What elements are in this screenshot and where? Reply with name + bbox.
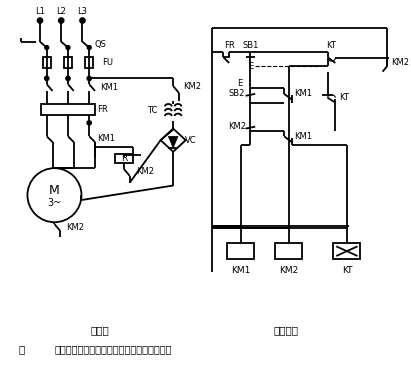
Text: 机床电机能耗制动电气控制线路（时间原则）: 机床电机能耗制动电气控制线路（时间原则）	[55, 345, 172, 354]
Circle shape	[45, 46, 48, 49]
Text: FR: FR	[97, 105, 108, 114]
Circle shape	[87, 76, 91, 80]
Text: 3~: 3~	[47, 198, 62, 208]
Text: SB1: SB1	[242, 41, 259, 50]
Text: 图: 图	[19, 345, 25, 354]
Circle shape	[66, 46, 70, 49]
Circle shape	[87, 121, 91, 125]
Circle shape	[80, 18, 85, 23]
Text: KM2: KM2	[66, 223, 84, 231]
Text: KT: KT	[342, 266, 352, 275]
Polygon shape	[169, 136, 178, 148]
Text: KM1: KM1	[97, 134, 115, 143]
Text: KM1: KM1	[231, 266, 250, 275]
Text: KM1: KM1	[100, 83, 118, 92]
Text: KT: KT	[326, 41, 336, 50]
Text: L3: L3	[77, 7, 88, 16]
Text: SB2: SB2	[228, 89, 245, 98]
Text: L1: L1	[35, 7, 45, 16]
Text: KM2: KM2	[391, 58, 409, 68]
Text: FR: FR	[224, 41, 235, 50]
Circle shape	[66, 76, 70, 80]
Text: KM1: KM1	[294, 89, 312, 98]
Text: QS: QS	[94, 40, 106, 49]
Text: FU: FU	[102, 58, 113, 66]
Circle shape	[88, 46, 91, 49]
Text: VC: VC	[185, 136, 196, 145]
Text: KM2: KM2	[229, 122, 247, 131]
Bar	[275, 243, 302, 259]
Text: KM2: KM2	[279, 266, 299, 275]
Circle shape	[37, 18, 42, 23]
Text: E: E	[238, 79, 242, 88]
Bar	[115, 154, 133, 163]
Circle shape	[59, 18, 64, 23]
Bar	[64, 57, 72, 68]
Circle shape	[45, 76, 48, 80]
Bar	[227, 243, 254, 259]
Text: M: M	[49, 184, 60, 197]
Bar	[43, 57, 51, 68]
Bar	[333, 243, 360, 259]
Bar	[41, 104, 95, 115]
Text: KM2: KM2	[136, 167, 155, 176]
Text: KT: KT	[339, 93, 349, 102]
Text: E: E	[248, 62, 253, 71]
Text: TC: TC	[147, 106, 157, 115]
Text: 控制电路: 控制电路	[274, 325, 298, 335]
Text: KM2: KM2	[183, 82, 201, 91]
Text: KM1: KM1	[294, 132, 312, 141]
Text: L2: L2	[56, 7, 66, 16]
Text: 主电路: 主电路	[90, 325, 109, 335]
Bar	[85, 57, 93, 68]
Text: R: R	[121, 154, 127, 163]
